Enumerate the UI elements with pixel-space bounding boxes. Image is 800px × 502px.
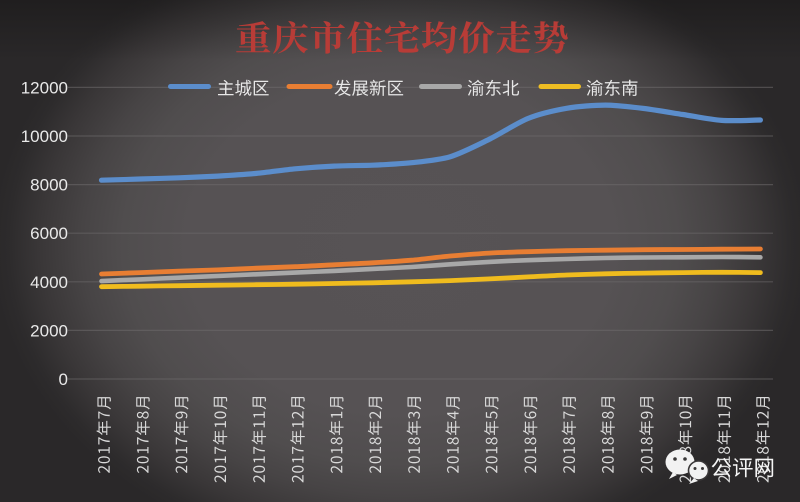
svg-text:8000: 8000: [30, 176, 68, 195]
svg-text:6000: 6000: [30, 224, 68, 243]
svg-text:10000: 10000: [21, 127, 68, 146]
svg-text:12000: 12000: [21, 78, 68, 97]
svg-text:4000: 4000: [30, 273, 68, 292]
svg-text:2000: 2000: [30, 321, 68, 340]
svg-text:0: 0: [59, 370, 68, 389]
